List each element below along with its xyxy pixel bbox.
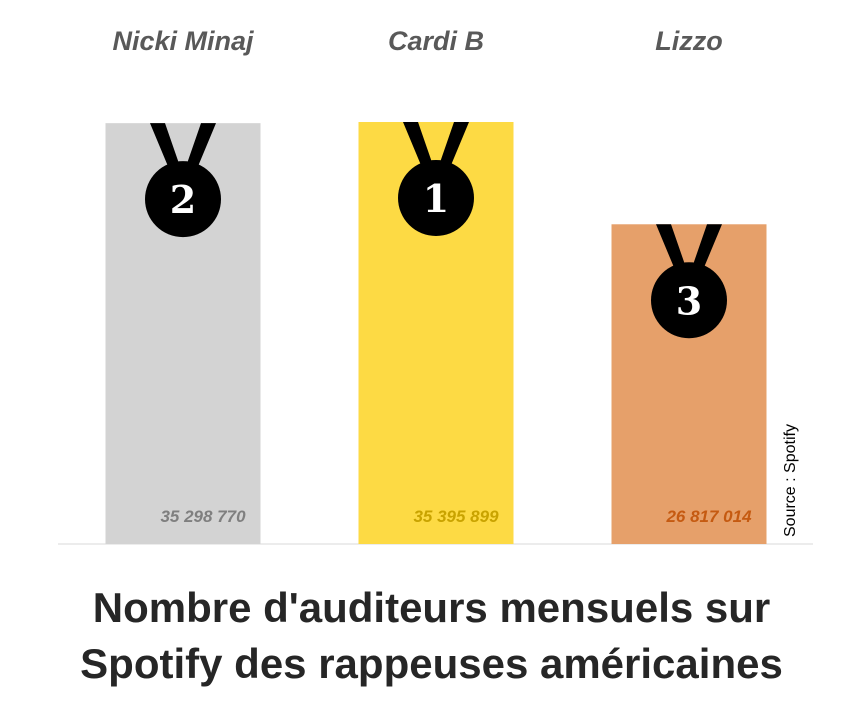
medal-icon (398, 160, 474, 236)
chart-title-line-2: Spotify des rappeuses américaines (80, 640, 783, 687)
category-label-lizzo: Lizzo (655, 26, 723, 56)
chart-title-line-1: Nombre d'auditeurs mensuels sur (92, 584, 771, 631)
value-label-lizzo: 26 817 014 (665, 507, 752, 526)
value-label-cardi-b: 35 395 899 (413, 507, 499, 526)
medal-rank-nicki-minaj: 2 (170, 177, 196, 222)
category-label-cardi-b: Cardi B (388, 26, 484, 56)
source-label: Source : Spotify (782, 424, 799, 537)
bar-chart: Nicki Minaj 2 35 298 770 Cardi B 1 35 395 899… (58, 26, 813, 545)
medal-icon (145, 161, 221, 238)
category-label-nicki-minaj: Nicki Minaj (112, 26, 254, 56)
chart-title: Nombre d'auditeurs mensuels sur Spotify … (0, 580, 863, 692)
medal-ribbon-icon (150, 123, 216, 184)
medal-ribbon-icon (403, 122, 469, 182)
medal-icon (651, 262, 727, 339)
value-label-nicki-minaj: 35 298 770 (160, 507, 246, 526)
medal-rank-lizzo: 3 (676, 278, 702, 323)
medal-rank-cardi-b: 1 (423, 176, 449, 221)
medal-ribbon-icon (656, 224, 722, 285)
